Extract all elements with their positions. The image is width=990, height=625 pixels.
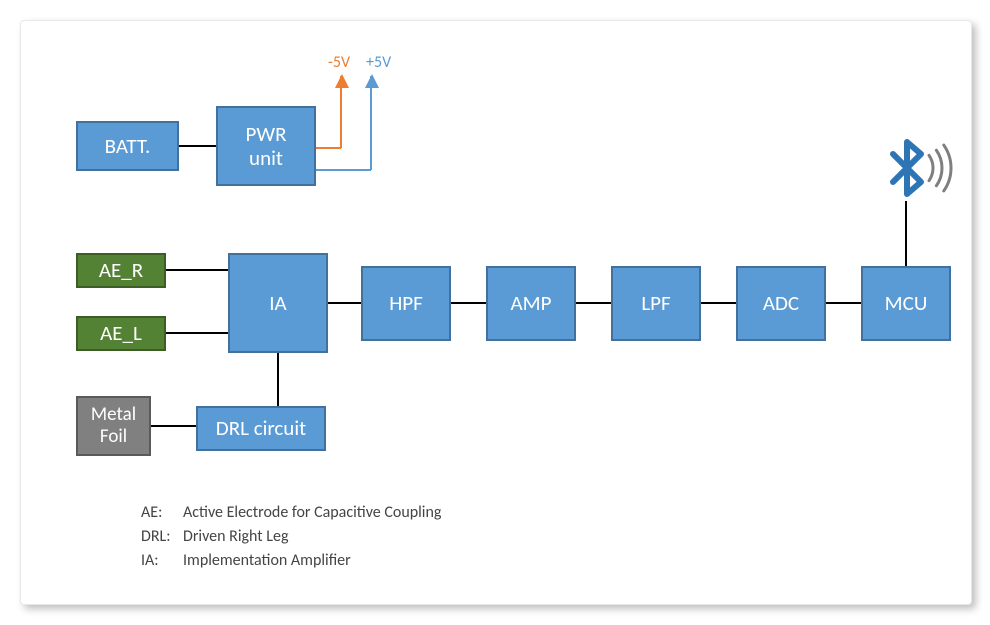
block-adc: ADC	[736, 266, 826, 341]
connector-2	[166, 332, 228, 334]
block-drl: DRL circuit	[196, 406, 326, 451]
block-ia: IA	[228, 253, 328, 353]
block-label-lpf: LPF	[641, 291, 670, 315]
block-hpf: HPF	[361, 266, 451, 341]
block-ae_l: AE_L	[76, 316, 166, 351]
legend-row-2: IA:Implementation Amplifier	[141, 549, 441, 573]
connector-0	[179, 145, 216, 147]
connector-3	[328, 302, 361, 304]
block-label-ia: IA	[269, 291, 286, 315]
block-label-amp: AMP	[511, 291, 552, 315]
block-mcu: MCU	[861, 266, 951, 341]
voltage-label-neg5: -5V	[328, 53, 350, 72]
legend-row-0: AE:Active Electrode for Capacitive Coupl…	[141, 501, 441, 525]
legend: AE:Active Electrode for Capacitive Coupl…	[141, 501, 441, 573]
block-label-mcu: MCU	[885, 291, 928, 315]
block-label-hpf: HPF	[389, 291, 423, 315]
connector-6	[701, 302, 736, 304]
connector-1	[166, 269, 228, 271]
block-label-adc: ADC	[763, 291, 799, 315]
pwr-line-3	[370, 76, 372, 170]
block-label-batt: BATT.	[105, 134, 151, 158]
block-label-ae_r: AE_R	[99, 258, 143, 282]
legend-def: Implementation Amplifier	[183, 551, 351, 570]
pwr-line-0	[316, 147, 341, 149]
block-amp: AMP	[486, 266, 576, 341]
connector-9	[151, 425, 196, 427]
connector-5	[576, 302, 611, 304]
arrow-head-pos5	[365, 74, 379, 88]
block-metal: MetalFoil	[76, 396, 151, 456]
block-pwr: PWRunit	[216, 106, 316, 186]
block-diagram-canvas: BATT. PWRunit AE_R AE_L MetalFoil IA DRL circu…	[20, 20, 972, 605]
arrow-head-neg5	[335, 74, 349, 88]
legend-abbr: AE:	[141, 501, 183, 525]
block-label-pwr: PWRunit	[246, 122, 287, 170]
legend-def: Driven Right Leg	[183, 527, 289, 546]
connector-4	[451, 302, 486, 304]
pwr-line-2	[316, 169, 371, 171]
block-label-metal: MetalFoil	[91, 404, 136, 448]
connector-7	[826, 302, 861, 304]
legend-row-1: DRL:Driven Right Leg	[141, 525, 441, 549]
block-label-ae_l: AE_L	[100, 321, 142, 345]
voltage-label-pos5: +5V	[366, 53, 391, 72]
bluetooth-icon	[881, 136, 961, 206]
block-batt: BATT.	[76, 121, 179, 171]
block-lpf: LPF	[611, 266, 701, 341]
block-label-drl: DRL circuit	[216, 416, 306, 440]
connector-8	[277, 353, 279, 406]
block-ae_r: AE_R	[76, 253, 166, 288]
legend-abbr: IA:	[141, 549, 183, 573]
legend-abbr: DRL:	[141, 525, 183, 549]
connector-10	[905, 201, 907, 266]
legend-def: Active Electrode for Capacitive Coupling	[183, 503, 441, 522]
